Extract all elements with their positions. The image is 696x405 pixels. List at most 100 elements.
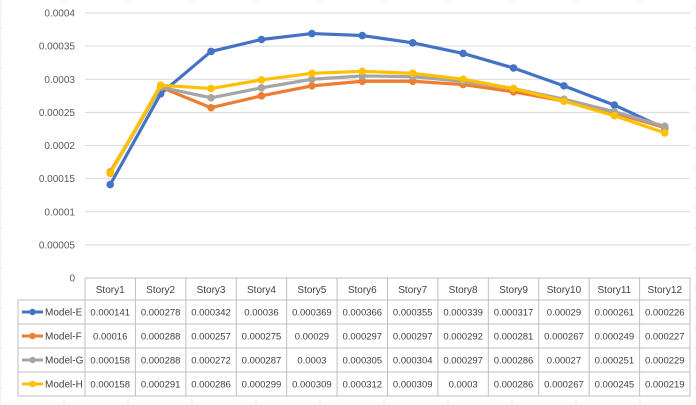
data-table-cell: 0.000272 xyxy=(191,356,231,367)
data-table-cell: 0.000297 xyxy=(342,332,382,343)
data-table-cell: 0.000297 xyxy=(393,332,433,343)
data-point xyxy=(509,84,518,93)
data-table-cell: 0.00036 xyxy=(244,308,278,319)
category-label: Story6 xyxy=(348,285,377,296)
legend-label: Model-E xyxy=(45,308,83,319)
data-table-cell: 0.000304 xyxy=(393,356,433,367)
data-point xyxy=(610,111,619,120)
data-point xyxy=(106,180,115,189)
category-label: Story8 xyxy=(449,285,478,296)
data-point xyxy=(459,75,467,84)
data-table-cell: 0.000286 xyxy=(494,356,534,367)
y-tick-label: 0.0001 xyxy=(44,207,75,218)
chart-area xyxy=(2,2,694,399)
data-point xyxy=(358,67,367,76)
data-table-cell: 0.000355 xyxy=(393,308,433,319)
data-table-cell: 0.000229 xyxy=(645,356,685,367)
category-label: Story10 xyxy=(547,285,582,296)
data-table-cell: 0.000288 xyxy=(141,356,181,367)
legend-label: Model-F xyxy=(45,332,82,343)
legend-key-marker xyxy=(29,380,36,388)
legend-key-marker xyxy=(29,332,36,340)
data-point xyxy=(207,84,215,93)
data-table-cell: 0.000287 xyxy=(242,356,282,367)
data-point xyxy=(459,49,467,58)
data-point xyxy=(207,47,215,56)
data-table-cell: 0.000267 xyxy=(544,380,584,391)
data-point xyxy=(560,97,568,105)
data-table-cell: 0.000261 xyxy=(595,308,635,319)
data-point xyxy=(106,169,115,178)
data-table-cell: 0.000257 xyxy=(191,332,231,343)
data-table-cell: 0.000227 xyxy=(645,332,685,343)
data-point xyxy=(308,29,316,38)
data-table-cell: 0.000288 xyxy=(141,332,181,343)
data-table-cell: 0.000251 xyxy=(595,356,635,367)
data-table-cell: 0.000141 xyxy=(90,308,130,319)
data-table-cell: 0.000275 xyxy=(242,332,282,343)
category-label: Story3 xyxy=(197,285,226,296)
data-table-cell: 0.0003 xyxy=(449,380,478,391)
data-table-cell: 0.000366 xyxy=(342,308,382,319)
series-line xyxy=(108,74,667,175)
data-table-cell: 0.000245 xyxy=(595,380,635,391)
data-point xyxy=(257,92,266,100)
data-point xyxy=(257,84,266,92)
series-line xyxy=(108,31,667,187)
category-label: Story9 xyxy=(499,285,528,296)
data-table-cell: 0.000286 xyxy=(494,380,534,391)
data-table-cell: 0.00029 xyxy=(295,332,329,343)
data-table-cell: 0.000267 xyxy=(544,332,584,343)
data-table-cell: 0.000219 xyxy=(645,380,685,391)
data-point xyxy=(408,39,417,47)
y-tick-label: 0.0003 xyxy=(44,75,75,86)
data-table-cell: 0.000305 xyxy=(342,356,382,367)
data-table-cell: 0.00016 xyxy=(93,332,127,343)
data-table-cell: 0.000309 xyxy=(292,380,332,391)
data-table-cell: 0.000299 xyxy=(242,380,282,391)
data-table-cell: 0.00029 xyxy=(547,308,581,319)
data-table-cell: 0.000291 xyxy=(141,380,181,391)
data-table-cell: 0.000297 xyxy=(443,356,483,367)
legend-key-marker xyxy=(29,308,36,316)
data-point xyxy=(257,76,266,84)
data-table-cell: 0.000249 xyxy=(595,332,635,343)
y-tick-label: 0.0002 xyxy=(44,141,75,152)
y-tick-label: 0.00015 xyxy=(39,174,76,185)
legend-label: Model-H xyxy=(45,380,83,391)
legend-key-marker xyxy=(29,356,36,364)
y-axis: 0 0.00005 0.0001 0.00015 0.0002 0.00025 0.0003… xyxy=(39,9,76,285)
data-table-cell: 0.0003 xyxy=(297,356,326,367)
data-table-cell: 0.000317 xyxy=(494,308,534,319)
data-point xyxy=(408,69,417,78)
data-table-cell: 0.000309 xyxy=(393,380,433,391)
data-point xyxy=(156,81,165,90)
data-point xyxy=(207,103,215,112)
data-table-cell: 0.000278 xyxy=(141,308,181,319)
category-label: Story4 xyxy=(247,285,276,296)
data-table-cell: 0.00027 xyxy=(547,356,581,367)
data-point xyxy=(660,129,669,137)
data-point xyxy=(660,122,669,131)
data-table-cell: 0.000158 xyxy=(90,356,130,367)
category-label: Story2 xyxy=(146,285,175,296)
legend-label: Model-G xyxy=(45,356,84,367)
data-table-cell: 0.000342 xyxy=(191,308,231,319)
data-point xyxy=(610,101,619,109)
category-label: Story7 xyxy=(398,285,427,296)
data-table-cell: 0.000369 xyxy=(292,308,332,319)
category-label: Story12 xyxy=(648,285,683,296)
category-label: Story11 xyxy=(598,285,632,296)
data-point xyxy=(207,94,215,102)
data-point xyxy=(560,82,568,90)
data-point xyxy=(308,69,316,78)
y-tick-label: 0 xyxy=(69,274,75,285)
y-tick-label: 0.0004 xyxy=(44,9,75,20)
series-line xyxy=(108,69,667,175)
y-tick-label: 0.00035 xyxy=(39,42,76,53)
data-point xyxy=(308,82,316,90)
data-table: Story1 Story2 Story3 Story4 Story5 Story6 Stor… xyxy=(17,277,691,397)
data-table-cell: 0.000281 xyxy=(494,332,534,343)
